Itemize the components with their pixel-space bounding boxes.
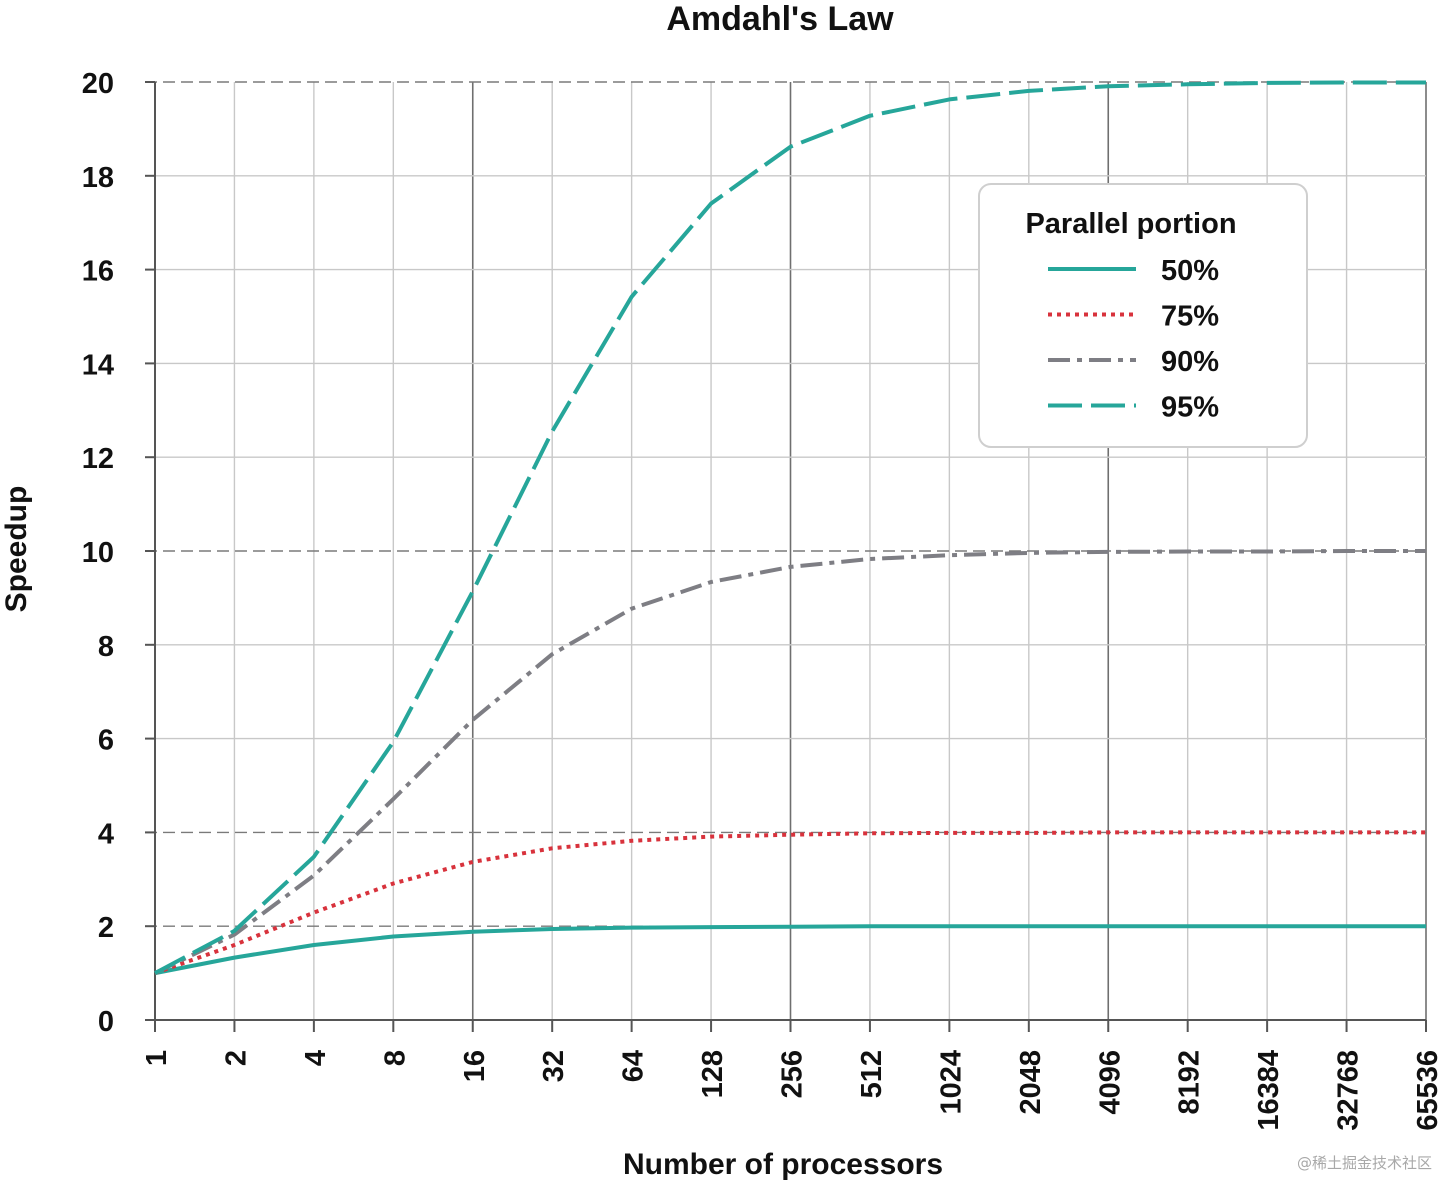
x-tick-label-512: 512 (856, 1050, 888, 1098)
legend-label-75pct: 75% (1161, 301, 1219, 333)
x-tick-label-4096: 4096 (1094, 1050, 1126, 1115)
series-line-75pct (154, 830, 1426, 975)
y-tick-label-20: 20 (82, 68, 114, 100)
y-tick-label-12: 12 (82, 443, 114, 475)
y-tick-label-4: 4 (98, 818, 114, 850)
legend: Parallel portion 50% 75% 90% 95% (978, 183, 1308, 448)
y-axis-label: Speedup (0, 486, 33, 613)
y-tick-label-14: 14 (82, 349, 114, 381)
x-tick-label-128: 128 (697, 1050, 729, 1098)
series-line-90pct (154, 549, 1426, 975)
y-tick-label-10: 10 (82, 537, 114, 569)
x-tick-label-32768: 32768 (1333, 1050, 1365, 1131)
series-line-95pct (154, 80, 1426, 975)
x-tick-label-16384: 16384 (1253, 1050, 1285, 1131)
y-tick-label-16: 16 (82, 256, 114, 288)
x-tick-label-1: 1 (141, 1050, 173, 1066)
x-tick-label-8: 8 (379, 1050, 411, 1066)
y-tick-label-8: 8 (98, 631, 114, 663)
series-line-50pct (154, 924, 1426, 976)
x-axis-label: Number of processors (623, 1148, 943, 1181)
x-tick-label-2048: 2048 (1015, 1050, 1047, 1115)
legend-label-95pct: 95% (1161, 392, 1219, 424)
legend-box (978, 183, 1308, 448)
x-tick-label-64: 64 (618, 1050, 650, 1082)
x-tick-label-8192: 8192 (1174, 1050, 1206, 1115)
y-tick-label-2: 2 (98, 912, 114, 944)
series-layer (154, 80, 1426, 976)
x-tick-label-2: 2 (220, 1050, 252, 1066)
chart-title: Amdahl's Law (666, 0, 894, 38)
x-tick-label-65536: 65536 (1412, 1050, 1440, 1131)
x-tick-label-256: 256 (777, 1050, 809, 1098)
x-tick-label-32: 32 (538, 1050, 570, 1082)
x-tick-label-4: 4 (300, 1050, 332, 1066)
legend-label-90pct: 90% (1161, 346, 1219, 378)
x-tick-label-16: 16 (459, 1050, 491, 1082)
legend-label-50pct: 50% (1161, 255, 1219, 287)
x-tick-label-1024: 1024 (935, 1050, 967, 1115)
y-tick-label-6: 6 (98, 725, 114, 757)
watermark: @稀土掘金技术社区 (1296, 1154, 1432, 1172)
y-tick-label-18: 18 (82, 162, 114, 194)
y-tick-label-0: 0 (98, 1006, 114, 1038)
legend-title: Parallel portion (1025, 208, 1236, 240)
